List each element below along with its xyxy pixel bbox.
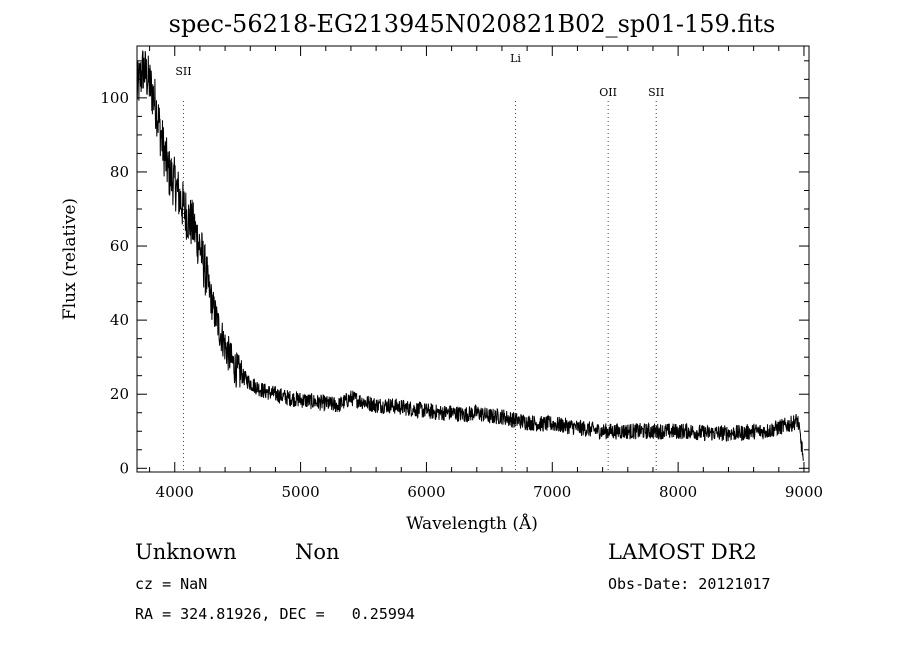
line-marker-label: OII	[599, 86, 617, 99]
spectrum-chart: spec-56218-EG213945N020821B02_sp01-159.f…	[60, 10, 823, 534]
coordinates: RA = 324.81926, DEC = 0.25994	[135, 605, 415, 623]
x-tick-label: 7000	[533, 483, 571, 501]
y-tick-label: 40	[110, 311, 129, 329]
object-subclass: Non	[295, 540, 340, 564]
object-class: Unknown	[135, 540, 237, 564]
axis-ticks: 4000 5000 6000 7000 8000 9000 0 20 40 60 80 100	[100, 46, 823, 501]
chart-title: spec-56218-EG213945N020821B02_sp01-159.f…	[169, 10, 776, 38]
redshift: cz = NaN	[135, 575, 208, 593]
y-tick-label: 100	[100, 89, 129, 107]
x-tick-label: 9000	[785, 483, 823, 501]
spectrum-line	[136, 50, 804, 461]
y-tick-label: 0	[119, 459, 129, 477]
x-tick-label: 6000	[407, 483, 445, 501]
x-tick-label: 4000	[156, 483, 194, 501]
plot-frame	[136, 45, 810, 473]
line-marker-label: Li	[510, 52, 521, 65]
line-markers: SII Li OII SII	[175, 52, 664, 472]
x-tick-label: 8000	[659, 483, 697, 501]
y-tick-label: 60	[110, 237, 129, 255]
line-marker-label: SII	[175, 65, 191, 78]
y-tick-label: 20	[110, 385, 129, 403]
y-axis-label: Flux (relative)	[60, 198, 80, 320]
y-tick-label: 80	[110, 163, 129, 181]
survey-name: LAMOST DR2	[608, 540, 757, 564]
obs-date: Obs-Date: 20121017	[608, 575, 771, 593]
x-axis-label: Wavelength (Å)	[406, 513, 538, 534]
line-marker-label: SII	[648, 86, 664, 99]
x-tick-label: 5000	[282, 483, 320, 501]
